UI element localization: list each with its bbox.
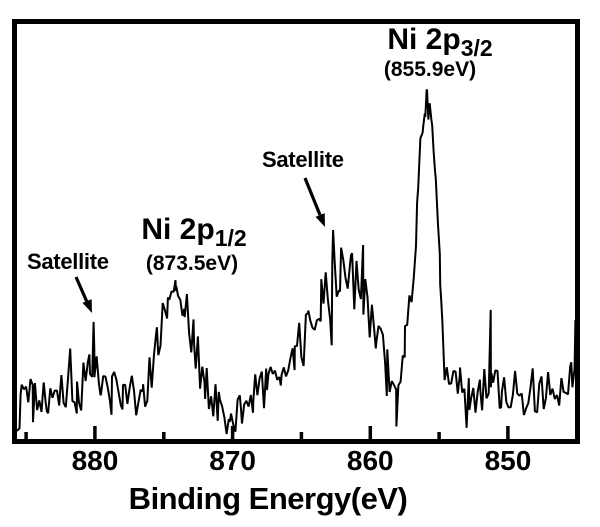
ni-2p32-main-text: Ni 2p <box>387 23 461 56</box>
x-axis-title: Binding Energy(eV) <box>128 481 408 516</box>
ni-2p32-subscript: 3/2 <box>460 35 493 61</box>
ni-2p32-peak-label: Ni 2p3/2 <box>387 23 492 60</box>
x-axis-ticks <box>24 426 510 439</box>
ni-2p32-energy-label: (855.9eV) <box>383 58 477 81</box>
ni-2p12-energy-label: (873.5eV) <box>145 252 239 275</box>
ni-2p12-main-text: Ni 2p <box>141 213 215 246</box>
x-tick-label: 860 <box>346 445 394 476</box>
x-tick-label: 850 <box>484 445 532 476</box>
x-tick-label: 870 <box>209 445 256 476</box>
ni-2p12-subscript: 1/2 <box>214 225 247 251</box>
satellite-arrow-left <box>74 276 92 313</box>
ni-2p12-peak-label: Ni 2p1/2 <box>141 213 246 250</box>
satellite-label-center: Satellite <box>262 147 344 172</box>
plot-frame <box>12 19 580 444</box>
x-tick-label: 880 <box>71 445 119 476</box>
satellite-label-left: Satellite <box>27 249 109 274</box>
spectrum-trace <box>14 89 577 435</box>
satellite-arrow-center <box>303 177 325 227</box>
